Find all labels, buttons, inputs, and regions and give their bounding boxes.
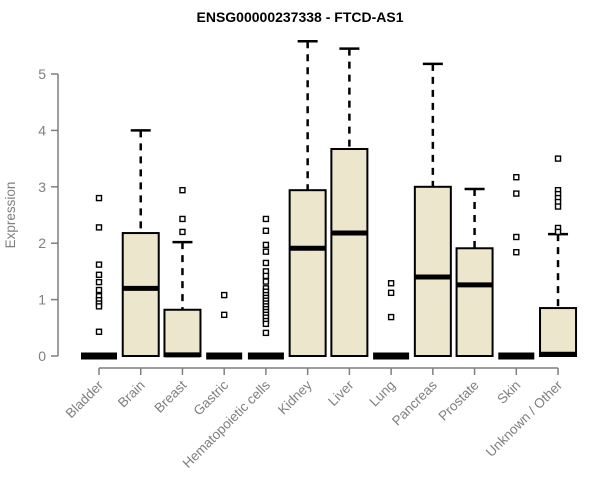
box bbox=[121, 232, 160, 358]
outlier-point bbox=[554, 155, 562, 162]
outlier-point bbox=[262, 241, 270, 249]
box bbox=[539, 307, 578, 357]
outlier-point bbox=[179, 215, 186, 223]
outlier-point bbox=[95, 328, 103, 335]
x-tick-label: Lung bbox=[366, 378, 398, 410]
collapsed-box bbox=[373, 352, 410, 360]
outlier-point bbox=[262, 259, 270, 267]
y-axis-label: Expression bbox=[3, 182, 18, 249]
x-tick-label: Breast bbox=[151, 377, 189, 415]
outlier-point bbox=[387, 280, 395, 287]
outlier-point bbox=[95, 271, 103, 278]
outlier-point bbox=[262, 329, 270, 337]
box bbox=[163, 308, 202, 358]
x-tick-label: Bladder bbox=[63, 377, 107, 421]
box bbox=[455, 247, 494, 357]
outlier-point bbox=[95, 261, 103, 268]
outlier-point bbox=[387, 313, 395, 321]
outlier-point bbox=[262, 320, 270, 328]
outlier-point bbox=[179, 228, 186, 236]
outlier-point bbox=[95, 286, 103, 294]
y-tick-label: 2 bbox=[38, 235, 46, 251]
y-tick-label: 0 bbox=[38, 348, 46, 364]
collapsed-box bbox=[81, 352, 117, 360]
y-tick-label: 5 bbox=[38, 66, 46, 82]
outlier-point bbox=[262, 215, 270, 223]
outlier-point bbox=[262, 248, 270, 255]
x-tick-label: Pancreas bbox=[389, 377, 440, 428]
x-tick-label: Liver bbox=[325, 377, 357, 409]
outlier-point bbox=[262, 278, 270, 285]
outlier-point bbox=[95, 303, 103, 310]
box bbox=[330, 148, 369, 357]
outlier-point bbox=[513, 249, 520, 256]
outlier-point bbox=[513, 233, 520, 241]
outlier-point bbox=[513, 190, 520, 197]
collapsed-box bbox=[498, 352, 535, 360]
outlier-point bbox=[95, 224, 103, 231]
outlier-point bbox=[554, 203, 562, 210]
outlier-point bbox=[95, 194, 103, 202]
x-tick-label: Prostate bbox=[436, 378, 482, 424]
box bbox=[413, 185, 452, 357]
x-tick-label: Unknown / Other bbox=[483, 377, 566, 460]
outlier-point bbox=[95, 278, 103, 286]
outlier-point bbox=[220, 291, 228, 299]
collapsed-box bbox=[247, 352, 284, 360]
outlier-point bbox=[554, 228, 562, 236]
y-tick-label: 3 bbox=[38, 179, 46, 195]
outlier-point bbox=[387, 289, 395, 297]
outlier-point bbox=[262, 272, 270, 280]
box bbox=[288, 189, 327, 357]
x-tick-label: Gastric bbox=[190, 377, 231, 418]
x-tick-label: Brain bbox=[115, 378, 148, 411]
y-tick-label: 1 bbox=[38, 292, 46, 308]
y-tick-label: 4 bbox=[38, 122, 46, 138]
x-tick-label: Kidney bbox=[275, 377, 315, 417]
outlier-point bbox=[179, 186, 186, 194]
collapsed-box bbox=[206, 352, 243, 360]
outlier-point bbox=[513, 174, 520, 181]
outlier-point bbox=[220, 311, 228, 319]
x-tick-label: Skin bbox=[494, 378, 523, 407]
outlier-point bbox=[262, 227, 270, 234]
chart-title: ENSG00000237338 - FTCD-AS1 bbox=[197, 9, 404, 25]
